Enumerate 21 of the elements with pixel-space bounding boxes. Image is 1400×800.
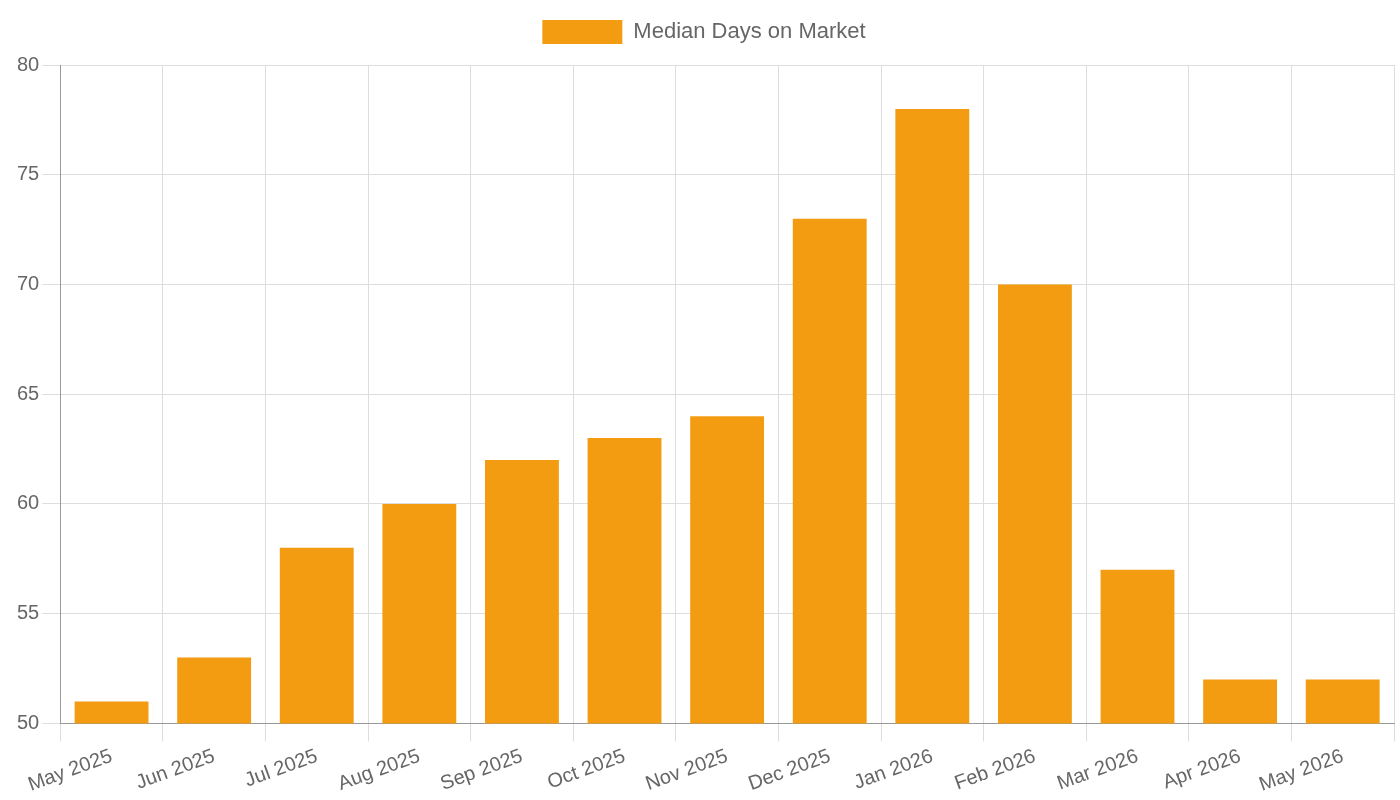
x-tick-label: Dec 2025 xyxy=(744,743,833,794)
x-tick-label: Sep 2025 xyxy=(437,743,526,794)
x-tick-label: May 2026 xyxy=(1255,743,1346,795)
y-tick-label: 50 xyxy=(17,710,40,733)
y-tick-label: 70 xyxy=(17,271,40,294)
y-tick-label: 80 xyxy=(17,52,40,75)
y-tick-label: 65 xyxy=(17,381,40,404)
x-tick-label: Jan 2026 xyxy=(850,743,936,793)
x-tick-label: Jun 2025 xyxy=(132,743,218,793)
x-tick-label: Jul 2025 xyxy=(241,743,320,791)
x-tick-label: Mar 2026 xyxy=(1053,743,1141,794)
x-tick-label: Apr 2026 xyxy=(1159,743,1244,793)
legend-label: Median Days on Market xyxy=(633,18,866,44)
x-tick-label: Feb 2026 xyxy=(951,743,1039,794)
x-tick-label: Aug 2025 xyxy=(334,743,423,794)
y-tick-label: 55 xyxy=(17,601,40,624)
y-tick-label: 75 xyxy=(17,162,40,185)
x-tick-label: Nov 2025 xyxy=(642,743,731,794)
y-tick-label: 60 xyxy=(17,491,40,514)
x-tick-label: May 2025 xyxy=(24,743,115,795)
x-tick-label: Oct 2025 xyxy=(543,743,628,793)
